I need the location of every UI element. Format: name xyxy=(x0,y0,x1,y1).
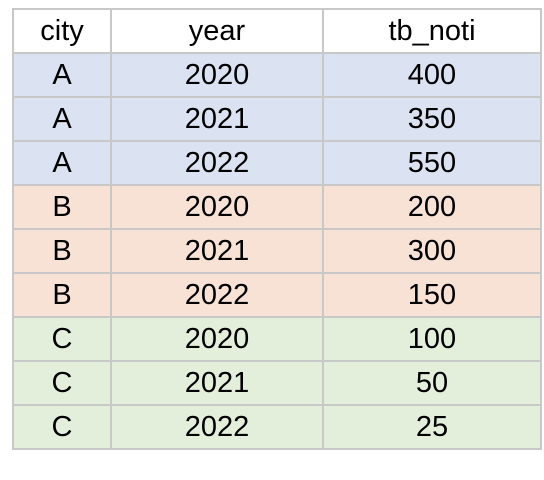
cell-year: 2021 xyxy=(110,360,324,406)
cell-tb-noti: 100 xyxy=(322,316,542,362)
table-row: C 2022 25 xyxy=(12,404,542,450)
cell-tb-noti: 550 xyxy=(322,140,542,186)
cell-city: C xyxy=(12,316,112,362)
cell-city: B xyxy=(12,228,112,274)
cell-city: A xyxy=(12,52,112,98)
table-row: C 2021 50 xyxy=(12,360,542,406)
column-header-tb-noti: tb_noti xyxy=(322,8,542,54)
cell-city: C xyxy=(12,360,112,406)
table-row: B 2021 300 xyxy=(12,228,542,274)
cell-year: 2021 xyxy=(110,96,324,142)
cell-year: 2022 xyxy=(110,140,324,186)
cell-tb-noti: 300 xyxy=(322,228,542,274)
cell-tb-noti: 50 xyxy=(322,360,542,406)
cell-tb-noti: 150 xyxy=(322,272,542,318)
table-row: B 2020 200 xyxy=(12,184,542,230)
table-row: A 2021 350 xyxy=(12,96,542,142)
cell-city: A xyxy=(12,96,112,142)
cell-city: B xyxy=(12,184,112,230)
cell-year: 2022 xyxy=(110,272,324,318)
column-header-city: city xyxy=(12,8,112,54)
cell-year: 2020 xyxy=(110,52,324,98)
table-container: city year tb_noti A 2020 400 A 2021 350 … xyxy=(12,8,542,450)
cell-tb-noti: 400 xyxy=(322,52,542,98)
column-header-year: year xyxy=(110,8,324,54)
table-row: C 2020 100 xyxy=(12,316,542,362)
data-table: city year tb_noti A 2020 400 A 2021 350 … xyxy=(12,8,542,450)
cell-year: 2020 xyxy=(110,316,324,362)
cell-city: C xyxy=(12,404,112,450)
cell-city: A xyxy=(12,140,112,186)
cell-tb-noti: 200 xyxy=(322,184,542,230)
cell-tb-noti: 25 xyxy=(322,404,542,450)
table-row: A 2020 400 xyxy=(12,52,542,98)
cell-year: 2021 xyxy=(110,228,324,274)
table-row: A 2022 550 xyxy=(12,140,542,186)
cell-tb-noti: 350 xyxy=(322,96,542,142)
cell-year: 2020 xyxy=(110,184,324,230)
cell-city: B xyxy=(12,272,112,318)
table-row: B 2022 150 xyxy=(12,272,542,318)
header-row: city year tb_noti xyxy=(12,8,542,54)
cell-year: 2022 xyxy=(110,404,324,450)
